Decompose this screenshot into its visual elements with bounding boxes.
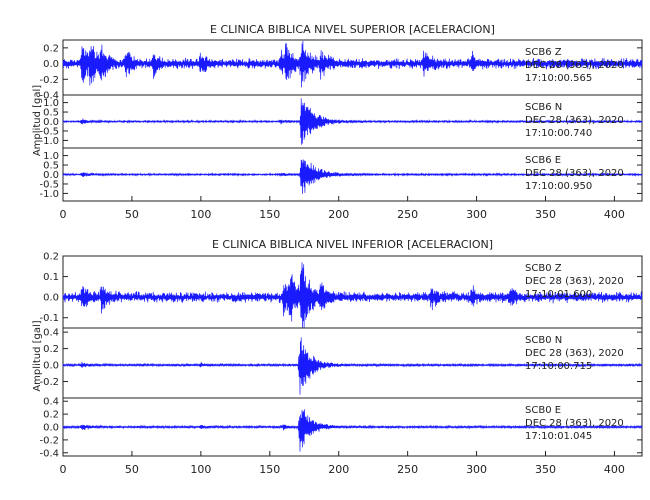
- y-tick-label: 0.0: [43, 423, 59, 434]
- x-tick-label: 200: [328, 463, 349, 476]
- x-tick-label: 100: [190, 208, 211, 221]
- waveform-trace: [62, 409, 643, 452]
- x-tick-label: 250: [397, 208, 418, 221]
- chart-title: E CLINICA BIBLICA NIVEL INFERIOR [ACELER…: [212, 238, 493, 251]
- x-tick-label: 250: [397, 463, 418, 476]
- trace-date-label: DEC 28 (363), 2020: [525, 168, 624, 179]
- trace-panel: -1.0-0.50.00.51.0 SCB6 E DEC 28 (363), 202…: [39, 147, 643, 202]
- x-tick-label: 300: [466, 463, 487, 476]
- y-axis-label: Amplitud [gal]: [32, 320, 43, 391]
- y-tick-label: 0.2: [43, 43, 59, 54]
- y-tick-label: 0.1: [43, 272, 59, 283]
- y-tick-label: 0.5: [43, 108, 59, 119]
- y-tick-label: -0.4: [39, 91, 59, 102]
- x-tick-label: 50: [125, 208, 139, 221]
- x-tick-label: 400: [604, 463, 625, 476]
- trace-component-label: SCB0 E: [525, 405, 561, 416]
- y-tick-label: 1.0: [43, 98, 59, 109]
- x-tick-label: 300: [466, 208, 487, 221]
- y-tick-label: -0.5: [39, 179, 59, 190]
- x-tick-label: 350: [535, 463, 556, 476]
- trace-component-label: SCB6 N: [525, 102, 562, 113]
- trace-panel: -0.4 -0.20.0 0.2 0.4 SCB0 E DEC 28 (363), 202…: [39, 397, 643, 459]
- x-tick-label: 400: [604, 208, 625, 221]
- waveform-trace: [62, 40, 643, 88]
- y-tick-label: -0.4: [39, 448, 59, 459]
- y-tick-label: 0.0: [43, 293, 59, 304]
- y-tick-label: -0.5: [39, 126, 59, 137]
- y-tick-label: -0.1: [39, 313, 59, 324]
- x-tick-label: 150: [259, 208, 280, 221]
- waveform-trace: [62, 98, 643, 145]
- y-tick-label: 0.0: [43, 59, 59, 70]
- waveform-trace: [62, 159, 643, 194]
- x-tick-label: 100: [190, 463, 211, 476]
- trace-panel: -1.0-0.50.00.51.0 SCB6 N DEC 28 (363), 202…: [39, 94, 643, 149]
- y-tick-label: 0.2: [43, 344, 59, 355]
- y-tick-label: 0.4: [43, 328, 59, 339]
- waveform-trace: [62, 337, 643, 395]
- trace-date-label: DEC 28 (363), 2020: [525, 115, 624, 126]
- y-tick-label: 0.2: [43, 252, 59, 263]
- x-tick-label: 50: [125, 463, 139, 476]
- trace-date-label: DEC 28 (363), 2020: [525, 276, 624, 287]
- trace-component-label: SCB6 Z: [525, 47, 562, 58]
- x-tick-label: 0: [60, 208, 67, 221]
- y-tick-label: -0.2: [39, 435, 59, 446]
- chart-title: E CLINICA BIBLICA NIVEL SUPERIOR [ACELER…: [210, 23, 495, 36]
- y-tick-label: 0.2: [43, 410, 59, 421]
- trace-component-label: SCB0 N: [525, 335, 562, 346]
- trace-panel: -0.1 0.0 0.1 0.2 SCB0 Z DEC 28 (363), 2020 17:…: [39, 252, 643, 329]
- y-tick-label: -1.0: [39, 189, 59, 200]
- x-tick-label: 350: [535, 208, 556, 221]
- trace-time-label: 17:10:01.045: [525, 431, 592, 442]
- y-tick-label: -0.2: [39, 377, 59, 388]
- trace-date-label: DEC 28 (363), 2020: [525, 60, 624, 71]
- trace-time-label: 17:10:00.950: [525, 181, 592, 192]
- trace-component-label: SCB0 Z: [525, 263, 562, 274]
- trace-date-label: DEC 28 (363), 2020: [525, 348, 624, 359]
- y-axis-label: Amplitud [gal]: [32, 85, 43, 156]
- y-tick-label: 0.4: [43, 397, 59, 408]
- y-tick-label: 0.5: [43, 161, 59, 172]
- waveform-trace: [62, 262, 643, 329]
- trace-panel: -0.4 -0.2 0.0 0.2 SCB6 Z DEC 28 (363), 2020 17…: [39, 39, 643, 102]
- trace-date-label: DEC 28 (363), 2020: [525, 418, 624, 429]
- x-tick-label: 200: [328, 208, 349, 221]
- y-tick-label: 0.0: [43, 361, 59, 372]
- x-tick-label: 150: [259, 463, 280, 476]
- y-tick-label: 1.0: [43, 151, 59, 162]
- x-tick-label: 0: [60, 463, 67, 476]
- trace-time-label: 17:10:01.600: [525, 289, 592, 300]
- trace-time-label: 17:10:00.565: [525, 73, 592, 84]
- trace-component-label: SCB6 E: [525, 155, 561, 166]
- y-tick-label: -0.2: [39, 75, 59, 86]
- trace-time-label: 17:10:00.740: [525, 128, 592, 139]
- trace-time-label: 17:10:00.715: [525, 361, 592, 372]
- trace-panel: -0.2 0.0 0.2 0.4 SCB0 N DEC 28 (363), 2020 17:…: [39, 327, 643, 399]
- y-tick-label: 0.0: [43, 117, 59, 128]
- y-tick-label: 0.0: [43, 170, 59, 181]
- y-tick-label: -1.0: [39, 136, 59, 147]
